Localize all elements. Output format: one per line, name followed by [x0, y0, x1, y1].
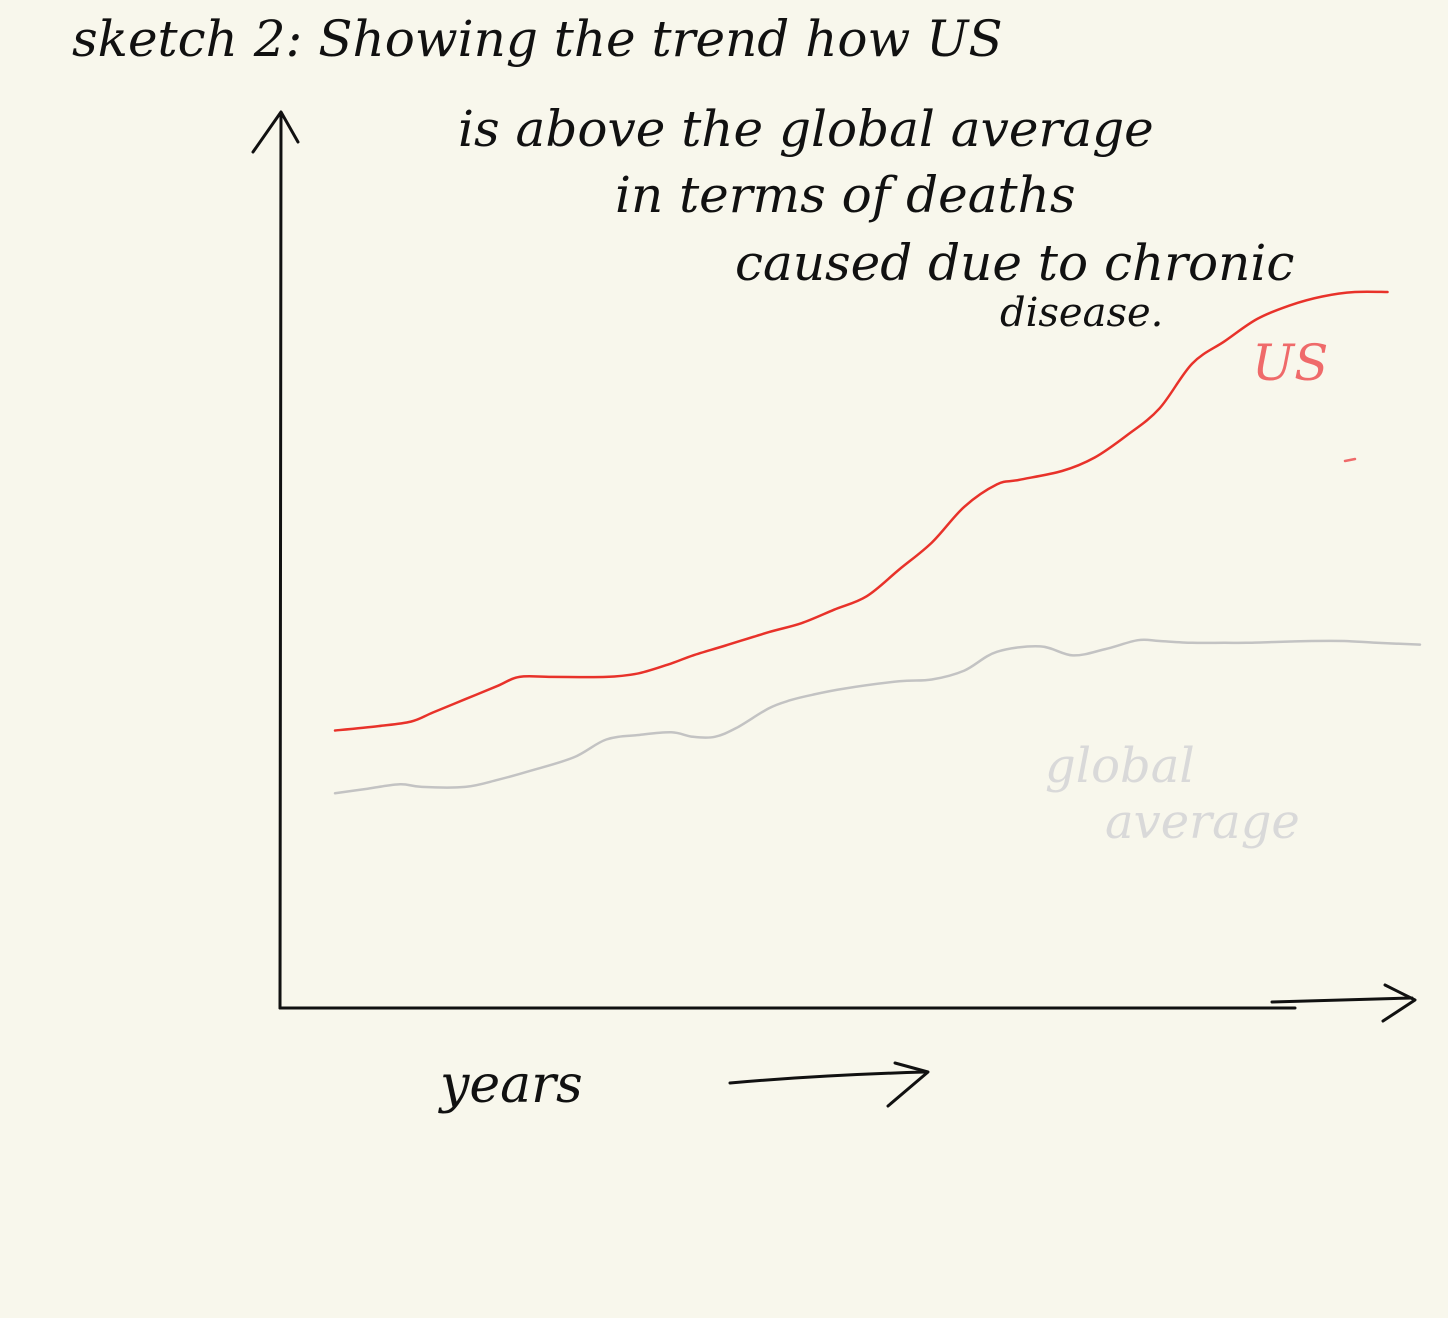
series-line-global-average: [333, 638, 1422, 795]
series-label-global: global: [1045, 738, 1195, 794]
title-line-1: sketch 2: Showing the trend how US: [72, 10, 1003, 68]
x-axis-arrowhead: [1381, 983, 1417, 1023]
series-line-us: [333, 290, 1389, 732]
axes: [251, 110, 1417, 1023]
title-line-4: caused due to chronic: [735, 234, 1294, 292]
title-line-2: is above the global average: [458, 100, 1154, 158]
us-label-mark: [1343, 457, 1357, 463]
y-axis: [278, 111, 283, 1010]
title-line-5: disease.: [1000, 290, 1163, 336]
chart-title: sketch 2: Showing the trend how US is ab…: [72, 10, 1294, 336]
x-axis-arrow: [1270, 996, 1414, 1004]
x-label-arrow: [728, 1061, 930, 1108]
title-line-3: in terms of deaths: [615, 166, 1076, 224]
series-label-us: US: [1252, 334, 1328, 392]
series-label-average: average: [1105, 794, 1300, 850]
x-axis-label: years: [438, 1055, 583, 1115]
y-axis-arrowhead: [251, 110, 300, 154]
plot-area: [333, 290, 1422, 795]
